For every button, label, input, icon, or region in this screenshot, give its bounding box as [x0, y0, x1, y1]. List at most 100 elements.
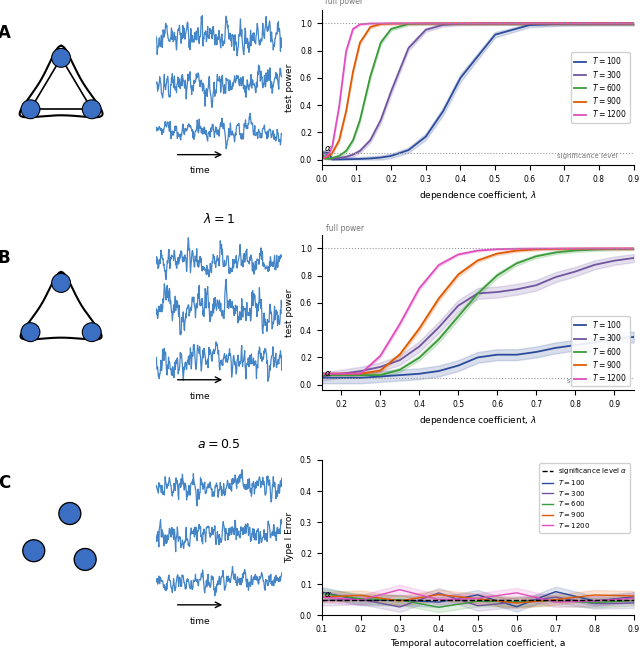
- $T = 600$: [357, 371, 365, 379]
- $T = 100$: [377, 154, 385, 161]
- $T = 1200$: [318, 370, 326, 378]
- $T = 600$: [561, 20, 568, 27]
- $T = 300$: [532, 281, 540, 289]
- $T = 1200$: [415, 284, 423, 292]
- $T = 300$: [318, 597, 326, 605]
- Text: $\alpha$: $\alpha$: [324, 144, 332, 153]
- $T = 600$: [335, 152, 343, 160]
- $T = 100$: [422, 133, 429, 141]
- $T = 300$: [396, 603, 404, 611]
- $T = 600$: [349, 136, 357, 144]
- $T = 600$: [532, 253, 540, 260]
- $T = 100$: [387, 152, 395, 160]
- $T = 600$: [376, 371, 384, 379]
- $T = 1200$: [404, 20, 412, 27]
- $T = 900$: [435, 295, 443, 303]
- $T = 1200$: [335, 103, 343, 111]
- $T = 600$: [321, 155, 329, 163]
- Line: $T = 600$: $T = 600$: [322, 23, 634, 159]
- $T = 100$: [318, 588, 326, 596]
- $T = 600$: [422, 20, 429, 27]
- $T = 1200$: [513, 245, 520, 253]
- $T = 100$: [342, 156, 350, 163]
- $T = 100$: [335, 156, 343, 163]
- X-axis label: dependence coefficient, $\lambda$: dependence coefficient, $\lambda$: [419, 189, 536, 202]
- Line: $T = 1200$: $T = 1200$: [322, 23, 634, 159]
- Circle shape: [74, 549, 96, 570]
- $T = 300$: [474, 602, 481, 609]
- $T = 900$: [415, 325, 423, 333]
- $T = 300$: [377, 117, 385, 124]
- $T = 600$: [474, 290, 481, 298]
- Text: $a = 0.5$: $a = 0.5$: [197, 437, 241, 450]
- Y-axis label: test power: test power: [285, 288, 294, 337]
- $T = 300$: [335, 154, 343, 162]
- Circle shape: [53, 275, 69, 291]
- $T = 100$: [630, 20, 637, 27]
- $T = 300$: [572, 268, 579, 275]
- $T = 900$: [591, 591, 598, 599]
- Y-axis label: Type I Error: Type I Error: [285, 512, 294, 563]
- Circle shape: [22, 101, 38, 117]
- Circle shape: [53, 49, 69, 66]
- $T = 600$: [630, 245, 637, 253]
- $T = 1200$: [357, 370, 365, 378]
- $T = 100$: [357, 374, 365, 381]
- $T = 900$: [387, 20, 395, 27]
- Text: time: time: [189, 616, 211, 626]
- $T = 1200$: [595, 20, 603, 27]
- $T = 1200$: [439, 20, 447, 27]
- $T = 100$: [552, 344, 559, 352]
- $T = 900$: [513, 599, 520, 607]
- $T = 300$: [387, 88, 395, 96]
- $T = 300$: [321, 149, 329, 157]
- $T = 1200$: [367, 20, 374, 27]
- $T = 900$: [513, 247, 520, 255]
- $T = 600$: [356, 117, 364, 124]
- $T = 1200$: [474, 594, 481, 602]
- $T = 300$: [630, 20, 637, 27]
- Text: full power: full power: [326, 223, 364, 232]
- $T = 600$: [456, 20, 464, 27]
- $T = 300$: [325, 155, 333, 163]
- $T = 300$: [415, 342, 423, 350]
- $T = 900$: [595, 20, 603, 27]
- $T = 1200$: [318, 155, 326, 163]
- $T = 100$: [532, 348, 540, 356]
- $T = 300$: [356, 147, 364, 155]
- Circle shape: [52, 273, 70, 292]
- Circle shape: [76, 550, 95, 569]
- $T = 1200$: [325, 150, 333, 158]
- $T = 300$: [357, 367, 365, 375]
- $T = 900$: [325, 152, 333, 160]
- $T = 600$: [404, 20, 412, 28]
- Line: $T = 100$: $T = 100$: [322, 23, 634, 159]
- $T = 100$: [491, 31, 499, 38]
- $T = 300$: [526, 20, 534, 27]
- $T = 1200$: [491, 20, 499, 27]
- $T = 300$: [456, 20, 464, 27]
- $T = 1200$: [630, 20, 637, 27]
- $T = 100$: [435, 598, 443, 606]
- $T = 1200$: [454, 251, 462, 258]
- $T = 100$: [325, 149, 333, 157]
- $T = 300$: [376, 363, 384, 371]
- Text: $\alpha$: $\alpha$: [324, 590, 332, 599]
- Line: $T = 300$: $T = 300$: [322, 258, 634, 376]
- Legend: significance level $\alpha$, $T = 100$, $T = 300$, $T = 600$, $T = 900$, $T = 12: significance level $\alpha$, $T = 100$, …: [540, 464, 630, 533]
- $T = 1200$: [552, 598, 559, 606]
- $T = 600$: [318, 149, 326, 157]
- $T = 600$: [493, 271, 501, 279]
- $T = 1200$: [513, 589, 520, 597]
- $T = 900$: [404, 20, 412, 27]
- $T = 600$: [328, 154, 336, 162]
- $T = 100$: [493, 351, 501, 359]
- $T = 900$: [454, 271, 462, 279]
- $T = 300$: [491, 20, 499, 27]
- $T = 900$: [356, 39, 364, 47]
- Text: significance level: significance level: [557, 153, 618, 159]
- $T = 100$: [630, 333, 637, 341]
- $T = 1200$: [376, 352, 384, 360]
- $T = 300$: [357, 596, 365, 603]
- $T = 600$: [552, 597, 559, 605]
